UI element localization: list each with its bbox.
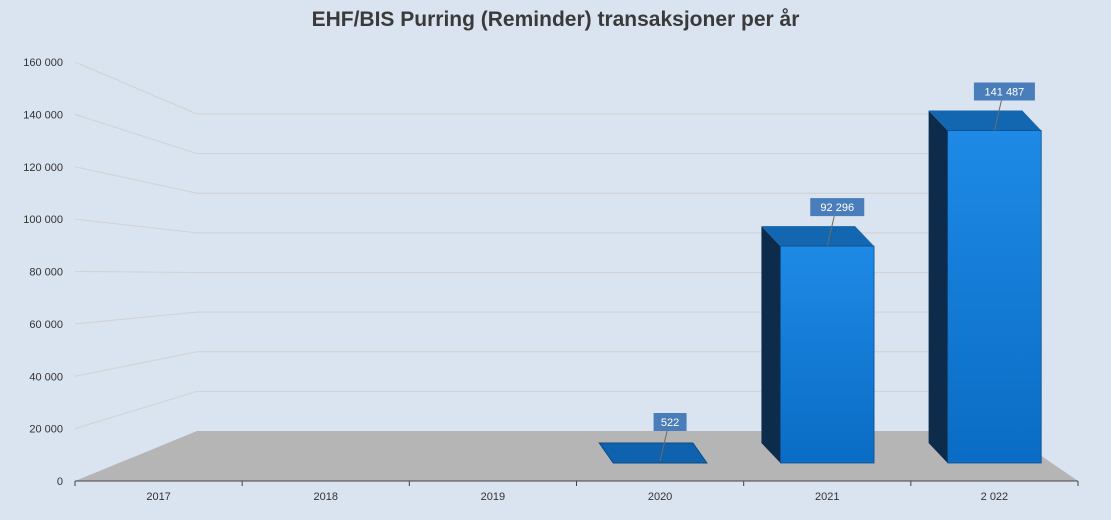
bar-5-side <box>928 110 948 463</box>
data-label-leader <box>993 100 1002 131</box>
data-label-leader <box>659 430 668 462</box>
data-label: 92 296 <box>820 202 854 214</box>
data-label: 522 <box>661 417 679 429</box>
y-tick-label: 20 000 <box>29 424 63 436</box>
data-label-box <box>810 198 865 217</box>
y-tick-label: 60 000 <box>29 319 63 331</box>
gridline-side <box>74 113 198 155</box>
bar-5-top <box>928 110 1042 131</box>
gridline-side <box>74 351 198 377</box>
gridline-side <box>74 218 198 234</box>
y-tick-label: 80 000 <box>29 267 63 279</box>
data-label-leader <box>826 215 835 247</box>
data-label-box <box>973 82 1035 101</box>
bar-5 <box>947 130 1042 464</box>
x-tick-label: 2 022 <box>981 491 1009 503</box>
x-tick-label: 2018 <box>314 491 338 503</box>
y-tick-label: 0 <box>57 476 63 488</box>
data-label-box <box>653 413 687 431</box>
chart-floor <box>75 431 1078 481</box>
gridline-side <box>74 166 198 194</box>
gridline-side <box>74 311 198 325</box>
x-tick-label: 2020 <box>648 491 672 503</box>
bar-4-top <box>761 226 875 247</box>
y-tick-label: 140 000 <box>23 109 63 121</box>
bar-4-side <box>761 226 781 463</box>
x-tick-label: 2019 <box>481 491 505 503</box>
y-tick-label: 160 000 <box>23 57 63 69</box>
y-tick-label: 100 000 <box>23 214 63 226</box>
chart-title: EHF/BIS Purring (Reminder) transaksjoner… <box>311 8 800 31</box>
y-tick-label: 40 000 <box>29 371 63 383</box>
x-tick-label: 2017 <box>146 491 170 503</box>
gridline-side <box>74 271 198 273</box>
y-tick-label: 120 000 <box>23 162 63 174</box>
bar-3-top <box>598 442 708 464</box>
gridline-side <box>74 61 198 115</box>
bar-4 <box>780 245 875 464</box>
gridline-side <box>74 390 198 430</box>
x-tick-label: 2021 <box>815 491 839 503</box>
data-label: 141 487 <box>985 87 1025 99</box>
